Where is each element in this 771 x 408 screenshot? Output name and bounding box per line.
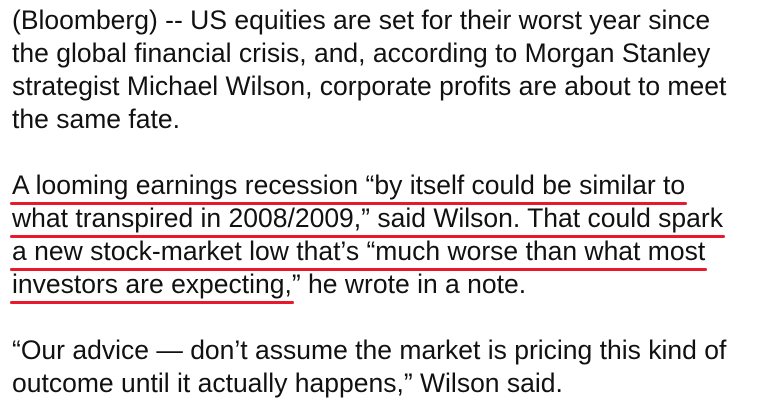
paragraph-advice-quote: “Our advice — don’t assume the market is… xyxy=(12,334,767,400)
red-underline-highlight: a new stock-market low that’s “much wors… xyxy=(9,236,708,271)
text-line: what transpired in 2008/2009,” said Wils… xyxy=(10,202,767,238)
paragraph-gap xyxy=(12,136,767,169)
text-line: “Our advice — don’t assume the market is… xyxy=(12,335,727,365)
text-line: the global financial crisis, and, accord… xyxy=(12,38,711,68)
text-line: outcome until it actually happens,” Wils… xyxy=(12,368,563,398)
paragraph-highlighted-quote: A looming earnings recession “by itself … xyxy=(9,169,767,304)
text-line: A looming earnings recession “by itself … xyxy=(9,169,767,205)
text-line: the same fate. xyxy=(12,104,180,134)
text-line: a new stock-market low that’s “much wors… xyxy=(9,235,767,271)
text-line: strategist Michael Wilson, corporate pro… xyxy=(12,71,727,101)
red-underline-highlight: investors are expecting, xyxy=(10,269,294,304)
paragraph-gap xyxy=(12,301,767,334)
text-fragment: ” he wrote in a note. xyxy=(291,269,527,299)
paragraph-intro: (Bloomberg) -- US equities are set for t… xyxy=(12,4,767,136)
text-line: (Bloomberg) -- US equities are set for t… xyxy=(12,5,711,35)
article-body: (Bloomberg) -- US equities are set for t… xyxy=(9,4,767,400)
text-line: investors are expecting,” he wrote in a … xyxy=(10,268,767,304)
red-underline-highlight: what transpired in 2008/2009,” said Wils… xyxy=(10,203,725,238)
red-underline-highlight: A looming earnings recession “by itself … xyxy=(9,170,688,205)
